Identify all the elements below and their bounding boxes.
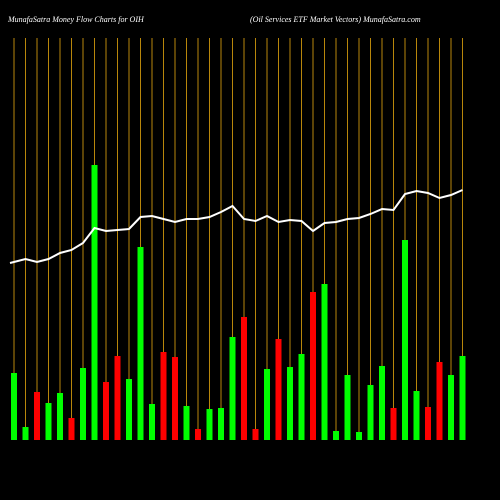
bar bbox=[287, 367, 293, 440]
bar bbox=[68, 418, 75, 440]
chart-subtitle: (Oil Services ETF Market Vectors) Munafa… bbox=[250, 15, 421, 24]
bar bbox=[137, 247, 144, 440]
bar bbox=[195, 429, 201, 440]
bar bbox=[390, 408, 397, 440]
bar bbox=[264, 369, 270, 440]
bar bbox=[402, 240, 408, 440]
bar bbox=[459, 356, 466, 440]
bar bbox=[448, 375, 454, 440]
bar bbox=[413, 391, 420, 440]
bar bbox=[436, 362, 443, 440]
bar bbox=[321, 284, 328, 440]
bar bbox=[367, 385, 374, 440]
bar bbox=[252, 429, 259, 440]
bar bbox=[183, 406, 190, 440]
money-flow-line bbox=[9, 189, 463, 264]
bar bbox=[149, 404, 155, 440]
bar bbox=[310, 292, 316, 440]
bar bbox=[172, 357, 178, 440]
bar bbox=[22, 427, 29, 440]
bar bbox=[344, 375, 351, 440]
bar bbox=[356, 432, 362, 440]
bar bbox=[229, 337, 236, 440]
bar bbox=[206, 409, 213, 440]
bar bbox=[275, 339, 282, 440]
bar bbox=[114, 356, 121, 440]
bar bbox=[160, 352, 167, 440]
bar bbox=[57, 393, 63, 440]
bar bbox=[80, 368, 86, 440]
bar bbox=[126, 379, 132, 440]
chart-title: MunafaSatra Money Flow Charts for OIH bbox=[7, 15, 145, 24]
bar bbox=[333, 431, 339, 440]
bar bbox=[241, 317, 247, 440]
bar bbox=[425, 407, 431, 440]
bar bbox=[218, 408, 224, 440]
bar bbox=[34, 392, 40, 440]
bar bbox=[45, 403, 52, 440]
bar bbox=[11, 373, 17, 440]
bar bbox=[91, 165, 98, 440]
bar bbox=[298, 354, 305, 440]
bar bbox=[103, 382, 109, 440]
bar bbox=[379, 366, 385, 440]
